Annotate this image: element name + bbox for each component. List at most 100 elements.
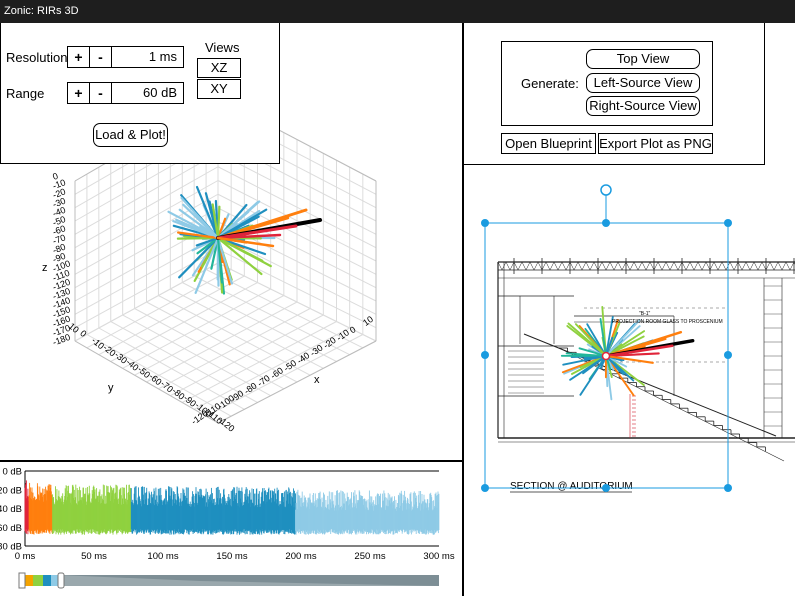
range-minus-button[interactable]: - [90, 83, 112, 103]
drawing-line [737, 261, 743, 271]
blueprint-view[interactable]: SECTION @ AUDITORIUM PROJECTION ROOM GLA… [464, 166, 795, 596]
resize-handle-sw[interactable] [481, 484, 489, 492]
drawing-line [693, 261, 699, 271]
horizontal-divider [0, 460, 463, 462]
rotate-handle[interactable] [600, 184, 612, 196]
drawing-line [537, 261, 543, 271]
burst-ray [579, 355, 607, 396]
x-tick-label: 200 ms [285, 551, 316, 562]
burst-ray [216, 236, 267, 256]
drawing-line [661, 261, 667, 271]
x-tick-label: 10 [361, 314, 375, 328]
drawing-line [521, 261, 527, 271]
rir-3d-plot[interactable]: 0-10-20-30-40-50-60-70-80-90-100-110-120… [0, 23, 462, 461]
drawing-line [669, 261, 675, 271]
drawing-line [673, 261, 679, 271]
drawing-line [665, 261, 671, 271]
drawing-line [681, 261, 687, 271]
drawing-line [753, 261, 759, 271]
drawing-line [573, 261, 579, 271]
x-tick-label: 0 [348, 324, 358, 335]
x-tick-label: 150 ms [216, 551, 247, 562]
drawing-line [613, 261, 619, 271]
drawing-line [721, 261, 727, 271]
burst-ray [177, 231, 220, 240]
resolution-value[interactable]: 1 ms [148, 49, 177, 64]
z-tick-label: -90 [51, 251, 67, 265]
selection-box[interactable] [481, 184, 732, 492]
export-png-button[interactable]: Export Plot as PNG [598, 133, 713, 154]
scrollbar-left-handle[interactable] [18, 572, 26, 589]
top-view-button[interactable]: Top View [586, 49, 700, 69]
drawing-line [717, 261, 723, 271]
drawing-line [565, 261, 571, 271]
resize-handle-s[interactable] [602, 484, 610, 492]
resize-handle-w[interactable] [481, 351, 489, 359]
drawing-line [677, 261, 683, 271]
scrollbar-right-handle[interactable] [57, 572, 65, 589]
y-axis-label: y [108, 382, 114, 394]
drawing-line [569, 261, 575, 271]
drawing-line [713, 261, 719, 271]
resize-handle-ne[interactable] [724, 219, 732, 227]
rir-burst-overlay [560, 305, 695, 401]
drawing-line [497, 261, 503, 271]
drawing-line [597, 261, 603, 271]
drawing-line [773, 261, 779, 271]
timeline-scrollbar[interactable] [18, 572, 439, 589]
rir-ticks: 0 dB -20 dB -40 dB -60 dB -80 dB0 ms 50 ms 100… [0, 467, 455, 563]
resize-handle-se[interactable] [724, 484, 732, 492]
grid-line [205, 334, 364, 417]
z-tick-label: -10 [51, 177, 67, 191]
drawing-line [689, 261, 695, 271]
drawing-line [525, 261, 531, 271]
range-value[interactable]: 60 dB [143, 85, 177, 100]
range-plus-button[interactable]: + [68, 83, 90, 103]
rir-time-chart[interactable]: 0 dB -20 dB -40 dB -60 dB -80 dB0 ms 50 ms 100… [0, 462, 462, 596]
burst-ray [175, 218, 220, 240]
y-tick-label: -80 dB [0, 542, 22, 553]
y-tick-label: -60 dB [0, 523, 22, 534]
drawing-line [557, 261, 563, 271]
open-blueprint-button[interactable]: Open Blueprint [501, 133, 596, 154]
drawing-line [533, 261, 539, 271]
drawing-line [601, 261, 607, 271]
drawing-line [633, 261, 639, 271]
vertical-divider [462, 23, 464, 596]
resize-handle-nw[interactable] [481, 219, 489, 227]
direct-sound-ray [216, 233, 282, 240]
burst-ray [216, 236, 263, 276]
drawing-line [765, 261, 771, 271]
drawing-line [517, 261, 523, 271]
views-label: Views [205, 40, 240, 55]
left-source-view-button[interactable]: Left-Source View [586, 73, 700, 93]
drawing-line [645, 261, 651, 271]
range-label: Range [6, 86, 45, 101]
generate-label: Generate: [521, 76, 579, 91]
y-tick-label: -20 dB [0, 485, 22, 496]
drawing-line [605, 261, 611, 271]
burst-ray [216, 236, 224, 284]
x-tick-label: 250 ms [354, 551, 385, 562]
resolution-label: Resolution [6, 50, 68, 65]
resolution-plus-button[interactable]: + [68, 47, 90, 67]
resolution-minus-button[interactable]: - [90, 47, 112, 67]
right-source-view-button[interactable]: Right-Source View [586, 96, 700, 116]
drawing-line [593, 261, 599, 271]
load-plot-button[interactable]: Load & Plot! [93, 123, 168, 147]
burst-ray [194, 236, 220, 294]
grid-line [217, 248, 377, 329]
view-xy-button[interactable]: XY [197, 79, 241, 99]
drawing-line [509, 261, 515, 271]
resize-handle-n[interactable] [602, 219, 610, 227]
drawing-line [741, 261, 747, 271]
drawing-line [529, 261, 535, 271]
drawing-line [577, 261, 583, 271]
drawing-line [641, 261, 647, 271]
z-tick-label: -20 [51, 186, 67, 200]
z-tick-label: -30 [51, 196, 67, 210]
view-xz-button[interactable]: XZ [197, 58, 241, 78]
burst-ray [195, 185, 220, 240]
resize-handle-e[interactable] [724, 351, 732, 359]
window-title: Zonic: RIRs 3D [0, 0, 795, 23]
